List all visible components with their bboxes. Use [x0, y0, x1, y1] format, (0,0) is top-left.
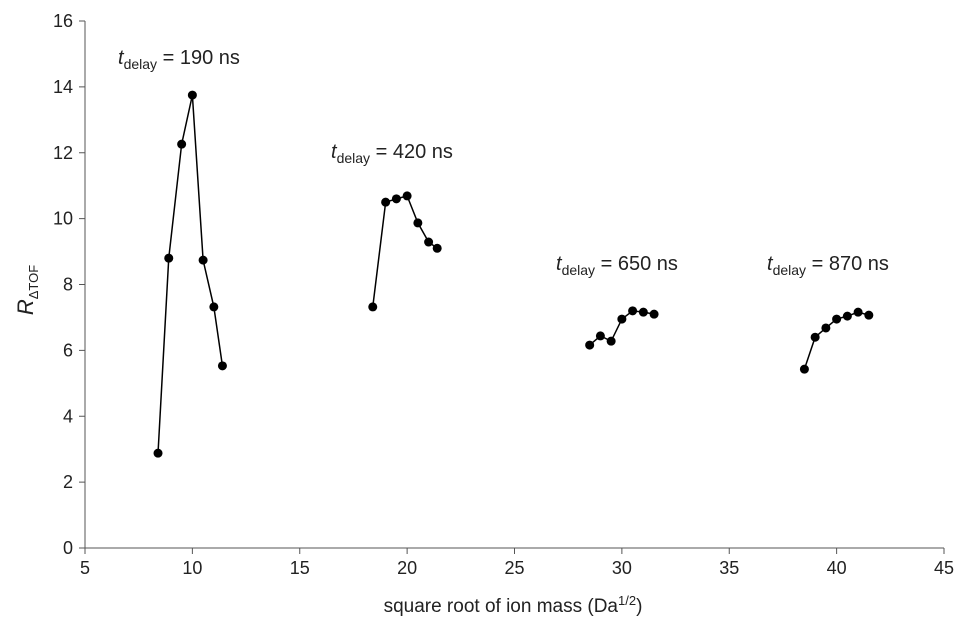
x-tick-label: 5 [80, 558, 90, 578]
x-label-sup: 1/2 [618, 593, 636, 608]
data-point [177, 139, 187, 149]
y-label-sub: ΔTOF [26, 265, 41, 300]
data-point [413, 218, 423, 228]
data-point [628, 306, 638, 316]
data-point [164, 253, 174, 263]
annotation: tdelay = 420 ns [331, 141, 453, 166]
data-point [821, 323, 831, 333]
annotation: tdelay = 870 ns [767, 253, 889, 278]
data-point [209, 302, 219, 312]
data-point [810, 332, 820, 342]
data-point [585, 340, 595, 350]
data-point [432, 243, 442, 253]
x-tick-label: 25 [504, 558, 524, 578]
annotation-t: t [767, 253, 774, 275]
series-line [157, 94, 224, 454]
y-tick-label: 0 [63, 538, 73, 558]
y-tick-label: 14 [53, 77, 73, 97]
data-point [842, 311, 852, 321]
annotation: tdelay = 190 ns [118, 47, 240, 72]
annotation-rest: = 650 ns [595, 253, 678, 275]
data-point [595, 331, 605, 341]
annotation-rest: = 190 ns [157, 47, 240, 69]
data-point [187, 90, 197, 100]
data-point [864, 310, 874, 320]
annotation-sub: delay [773, 262, 806, 278]
y-tick-label: 10 [53, 209, 73, 229]
y-tick-label: 6 [63, 340, 73, 360]
y-tick-label: 12 [53, 143, 73, 163]
y-tick-label: 2 [63, 472, 73, 492]
y-axis-label: RΔTOF [13, 265, 41, 315]
data-point [153, 448, 163, 458]
x-tick-label: 20 [397, 558, 417, 578]
x-tick-label: 15 [290, 558, 310, 578]
annotation-t: t [556, 253, 563, 275]
y-tick-label: 4 [63, 406, 73, 426]
data-point [799, 364, 809, 374]
data-point [424, 237, 434, 247]
annotation-sub: delay [562, 262, 595, 278]
annotation: tdelay = 650 ns [556, 253, 678, 278]
x-tick-label: 35 [719, 558, 739, 578]
x-axis-label: square root of ion mass (Da1/2) [384, 593, 643, 617]
annotation-t: t [331, 141, 338, 163]
annotation-rest: = 420 ns [370, 141, 453, 163]
data-point [649, 309, 659, 319]
data-point [638, 307, 648, 317]
x-label-main: square root of ion mass (Da [384, 596, 619, 617]
x-tick-label: 40 [827, 558, 847, 578]
data-point [832, 314, 842, 324]
annotation-rest: = 870 ns [806, 253, 889, 275]
annotation-t: t [118, 47, 125, 69]
data-point [198, 255, 208, 265]
data-point [853, 307, 863, 317]
data-point [217, 361, 227, 371]
data-point [368, 302, 378, 312]
y-label-main: R [13, 299, 38, 315]
series-line [372, 194, 438, 307]
data-point [381, 197, 391, 207]
annotation-sub: delay [124, 56, 157, 72]
y-tick-label: 16 [53, 11, 73, 31]
x-tick-label: 45 [934, 558, 954, 578]
annotation-sub: delay [337, 150, 370, 166]
data-point [391, 194, 401, 204]
x-tick-label: 10 [182, 558, 202, 578]
data-point [617, 314, 627, 324]
x-tick-label: 30 [612, 558, 632, 578]
y-tick-label: 8 [63, 275, 73, 295]
data-point [606, 336, 616, 346]
x-label-after: ) [636, 596, 642, 617]
data-point [402, 191, 412, 201]
